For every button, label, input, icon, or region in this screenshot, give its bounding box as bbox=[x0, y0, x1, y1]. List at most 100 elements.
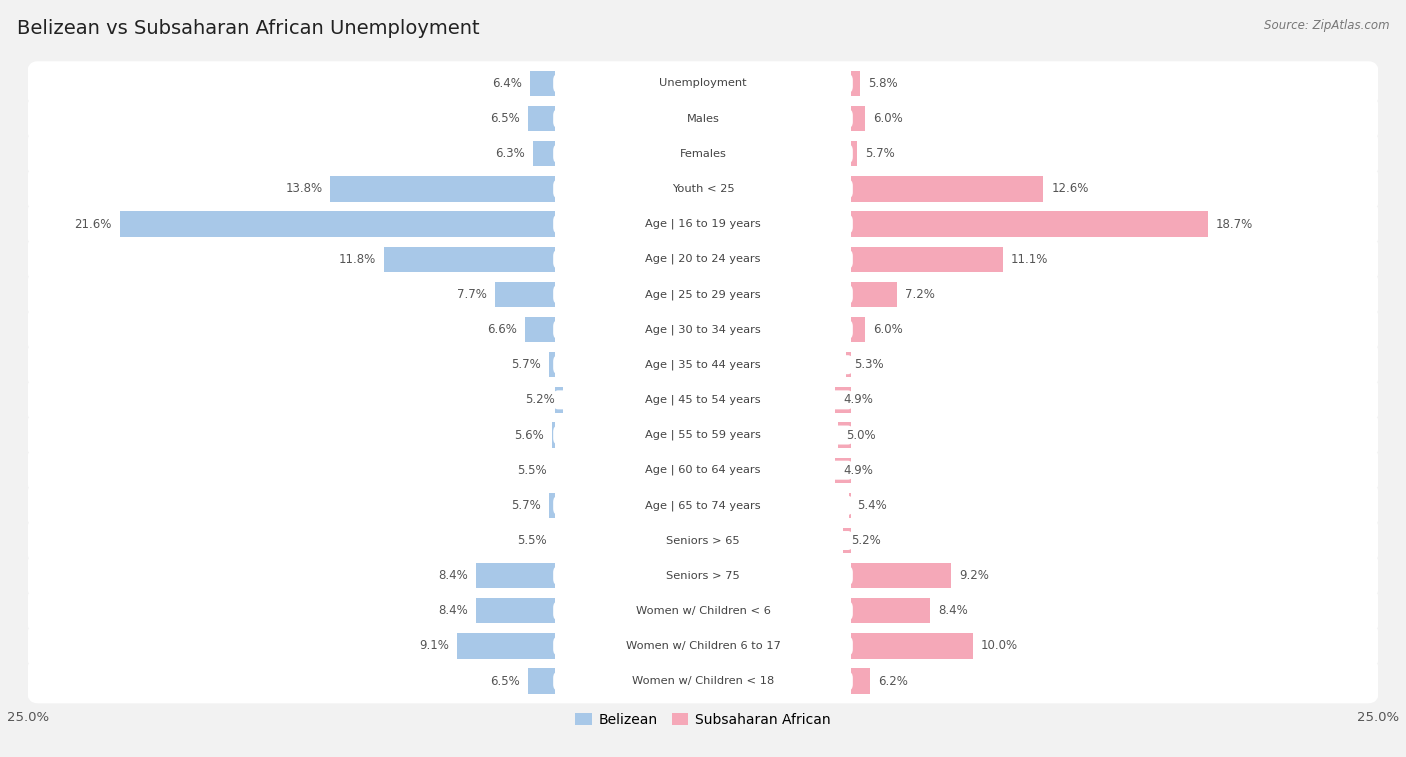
FancyBboxPatch shape bbox=[384, 247, 554, 272]
FancyBboxPatch shape bbox=[495, 282, 554, 307]
Text: 8.4%: 8.4% bbox=[938, 604, 967, 617]
Text: Unemployment: Unemployment bbox=[659, 79, 747, 89]
FancyBboxPatch shape bbox=[838, 422, 852, 447]
FancyBboxPatch shape bbox=[844, 528, 852, 553]
Text: 13.8%: 13.8% bbox=[285, 182, 322, 195]
FancyBboxPatch shape bbox=[27, 61, 1379, 105]
Text: 5.3%: 5.3% bbox=[855, 358, 884, 371]
Text: 7.7%: 7.7% bbox=[457, 288, 486, 301]
Text: 6.5%: 6.5% bbox=[489, 112, 519, 125]
FancyBboxPatch shape bbox=[477, 563, 554, 588]
FancyBboxPatch shape bbox=[852, 668, 870, 694]
FancyBboxPatch shape bbox=[849, 493, 852, 518]
FancyBboxPatch shape bbox=[524, 317, 554, 342]
Text: 6.0%: 6.0% bbox=[873, 323, 903, 336]
Text: Age | 60 to 64 years: Age | 60 to 64 years bbox=[645, 465, 761, 475]
Text: 5.7%: 5.7% bbox=[512, 499, 541, 512]
Text: Males: Males bbox=[686, 114, 720, 123]
FancyBboxPatch shape bbox=[27, 378, 1379, 422]
FancyBboxPatch shape bbox=[530, 70, 554, 96]
Text: Source: ZipAtlas.com: Source: ZipAtlas.com bbox=[1264, 19, 1389, 32]
Text: 5.5%: 5.5% bbox=[517, 464, 547, 477]
Text: Females: Females bbox=[679, 148, 727, 159]
FancyBboxPatch shape bbox=[553, 601, 853, 620]
FancyBboxPatch shape bbox=[457, 634, 554, 659]
FancyBboxPatch shape bbox=[852, 247, 1002, 272]
Text: 9.1%: 9.1% bbox=[419, 640, 450, 653]
Text: 5.4%: 5.4% bbox=[856, 499, 887, 512]
Text: Seniors > 65: Seniors > 65 bbox=[666, 535, 740, 546]
FancyBboxPatch shape bbox=[27, 273, 1379, 316]
FancyBboxPatch shape bbox=[553, 355, 853, 374]
FancyBboxPatch shape bbox=[846, 352, 852, 377]
Legend: Belizean, Subsaharan African: Belizean, Subsaharan African bbox=[569, 707, 837, 733]
FancyBboxPatch shape bbox=[533, 141, 554, 167]
FancyBboxPatch shape bbox=[554, 388, 562, 413]
FancyBboxPatch shape bbox=[553, 285, 853, 304]
FancyBboxPatch shape bbox=[550, 352, 554, 377]
FancyBboxPatch shape bbox=[553, 425, 853, 444]
FancyBboxPatch shape bbox=[27, 589, 1379, 633]
FancyBboxPatch shape bbox=[27, 483, 1379, 528]
FancyBboxPatch shape bbox=[553, 250, 853, 269]
Text: Age | 30 to 34 years: Age | 30 to 34 years bbox=[645, 324, 761, 335]
Text: Seniors > 75: Seniors > 75 bbox=[666, 571, 740, 581]
Text: Women w/ Children < 18: Women w/ Children < 18 bbox=[631, 676, 775, 686]
Text: Age | 20 to 24 years: Age | 20 to 24 years bbox=[645, 254, 761, 264]
FancyBboxPatch shape bbox=[27, 132, 1379, 176]
FancyBboxPatch shape bbox=[27, 624, 1379, 668]
FancyBboxPatch shape bbox=[477, 598, 554, 624]
FancyBboxPatch shape bbox=[27, 237, 1379, 282]
Text: 11.8%: 11.8% bbox=[339, 253, 377, 266]
FancyBboxPatch shape bbox=[553, 145, 853, 164]
Text: 6.2%: 6.2% bbox=[879, 674, 908, 687]
FancyBboxPatch shape bbox=[553, 637, 853, 656]
FancyBboxPatch shape bbox=[553, 74, 853, 93]
FancyBboxPatch shape bbox=[27, 167, 1379, 211]
Text: 4.9%: 4.9% bbox=[844, 394, 873, 407]
FancyBboxPatch shape bbox=[27, 448, 1379, 492]
FancyBboxPatch shape bbox=[27, 519, 1379, 562]
Text: Belizean vs Subsaharan African Unemployment: Belizean vs Subsaharan African Unemploym… bbox=[17, 19, 479, 38]
Text: 5.7%: 5.7% bbox=[512, 358, 541, 371]
FancyBboxPatch shape bbox=[553, 531, 853, 550]
Text: Women w/ Children 6 to 17: Women w/ Children 6 to 17 bbox=[626, 641, 780, 651]
FancyBboxPatch shape bbox=[27, 307, 1379, 352]
Text: Age | 35 to 44 years: Age | 35 to 44 years bbox=[645, 360, 761, 370]
Text: 21.6%: 21.6% bbox=[75, 217, 112, 231]
FancyBboxPatch shape bbox=[835, 457, 852, 483]
FancyBboxPatch shape bbox=[852, 106, 865, 131]
Text: 18.7%: 18.7% bbox=[1216, 217, 1253, 231]
Text: 12.6%: 12.6% bbox=[1052, 182, 1088, 195]
Text: 11.1%: 11.1% bbox=[1011, 253, 1047, 266]
Text: 6.3%: 6.3% bbox=[495, 148, 524, 160]
FancyBboxPatch shape bbox=[27, 202, 1379, 246]
Text: 5.0%: 5.0% bbox=[846, 428, 876, 441]
FancyBboxPatch shape bbox=[551, 422, 554, 447]
FancyBboxPatch shape bbox=[553, 496, 853, 515]
FancyBboxPatch shape bbox=[553, 320, 853, 339]
Text: Age | 55 to 59 years: Age | 55 to 59 years bbox=[645, 430, 761, 441]
Text: 9.2%: 9.2% bbox=[959, 569, 990, 582]
FancyBboxPatch shape bbox=[553, 461, 853, 480]
FancyBboxPatch shape bbox=[527, 668, 554, 694]
FancyBboxPatch shape bbox=[27, 343, 1379, 387]
Text: 7.2%: 7.2% bbox=[905, 288, 935, 301]
FancyBboxPatch shape bbox=[527, 106, 554, 131]
FancyBboxPatch shape bbox=[553, 671, 853, 690]
Text: 5.5%: 5.5% bbox=[517, 534, 547, 547]
Text: 4.9%: 4.9% bbox=[844, 464, 873, 477]
FancyBboxPatch shape bbox=[852, 176, 1043, 201]
FancyBboxPatch shape bbox=[852, 317, 865, 342]
FancyBboxPatch shape bbox=[852, 598, 929, 624]
FancyBboxPatch shape bbox=[852, 211, 1208, 237]
FancyBboxPatch shape bbox=[27, 96, 1379, 141]
Text: Women w/ Children < 6: Women w/ Children < 6 bbox=[636, 606, 770, 616]
Text: 5.7%: 5.7% bbox=[865, 148, 894, 160]
FancyBboxPatch shape bbox=[27, 553, 1379, 598]
Text: 5.2%: 5.2% bbox=[852, 534, 882, 547]
Text: Age | 16 to 19 years: Age | 16 to 19 years bbox=[645, 219, 761, 229]
FancyBboxPatch shape bbox=[120, 211, 554, 237]
Text: 6.5%: 6.5% bbox=[489, 674, 519, 687]
Text: 5.6%: 5.6% bbox=[515, 428, 544, 441]
